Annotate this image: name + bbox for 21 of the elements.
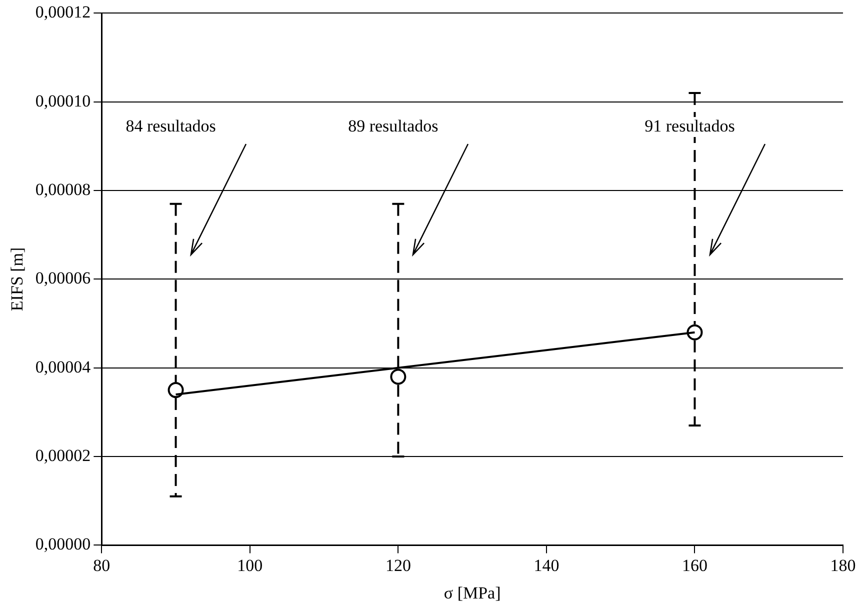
- annotation: 84 resultados: [126, 116, 216, 136]
- point: [686, 324, 703, 340]
- x-tick-label: 140: [534, 556, 560, 575]
- annotation: 89 resultados: [348, 116, 438, 136]
- x-tick-label: 80: [93, 556, 110, 575]
- x-tick-label: 180: [830, 556, 856, 575]
- y-tick-label: 0,00002: [35, 446, 91, 465]
- point: [168, 382, 184, 398]
- y-tick-label: 0,00008: [35, 180, 91, 199]
- x-axis-title: σ [MPa]: [444, 583, 501, 602]
- x-tick-label: 120: [385, 556, 411, 575]
- y-tick-label: 0,00000: [35, 534, 91, 554]
- y-tick-label: 0,00004: [35, 357, 92, 376]
- x-tick-label: 100: [237, 556, 263, 575]
- x-tick-label: 160: [682, 556, 708, 575]
- y-tick-label: 0,00010: [35, 91, 91, 110]
- y-tick-label: 0,00012: [35, 2, 91, 22]
- annotation: 91 resultados: [644, 116, 735, 136]
- point: [390, 368, 406, 385]
- y-tick-label: 0,00006: [35, 268, 91, 288]
- y-axis-title: EIFS [m]: [8, 247, 27, 312]
